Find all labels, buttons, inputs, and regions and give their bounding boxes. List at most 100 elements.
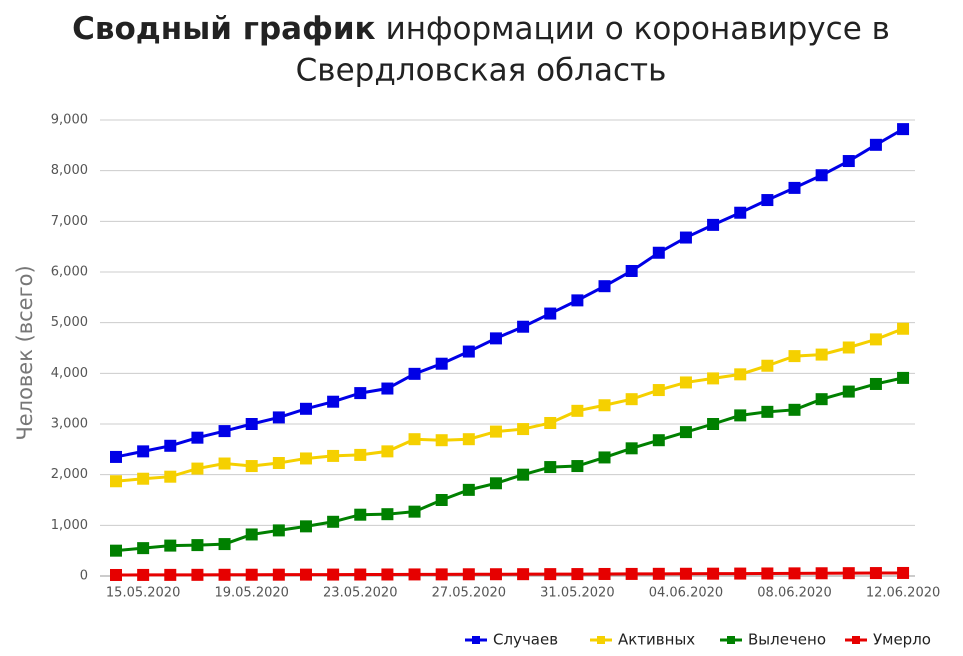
point [245, 460, 258, 473]
point [272, 457, 285, 470]
point [299, 402, 312, 415]
x-tick-label: 15.05.2020 [106, 586, 180, 601]
point [897, 123, 910, 136]
point [191, 462, 204, 475]
x-tick-label: 08.06.2020 [757, 586, 831, 601]
point [408, 505, 421, 518]
point [625, 442, 638, 455]
point [489, 568, 502, 581]
chart-title-line2: Свердловская область [296, 53, 667, 89]
point [462, 483, 475, 496]
point [571, 460, 584, 473]
point [408, 433, 421, 446]
point [761, 359, 774, 372]
x-tick-label: 31.05.2020 [540, 586, 614, 601]
point [137, 472, 150, 485]
point [299, 520, 312, 533]
title-bold: Сводный график [72, 11, 376, 47]
point [815, 169, 828, 182]
y-tick-label: 8,000 [51, 163, 88, 178]
point [272, 568, 285, 581]
point [218, 538, 231, 551]
point [842, 567, 855, 580]
point [761, 405, 774, 418]
point [354, 508, 367, 521]
point [652, 384, 665, 397]
point [652, 567, 665, 580]
point [517, 320, 530, 333]
point [761, 567, 774, 580]
title-text: информации о коронавирусе в [386, 11, 890, 47]
legend-label: Активных [618, 631, 695, 649]
point [489, 332, 502, 345]
y-tick-label: 4,000 [51, 366, 88, 381]
point [788, 567, 801, 580]
point [788, 403, 801, 416]
point [381, 382, 394, 395]
point [707, 567, 720, 580]
point [869, 138, 882, 151]
point [544, 307, 557, 320]
point [734, 368, 747, 381]
point [517, 423, 530, 436]
point [408, 367, 421, 380]
point [734, 567, 747, 580]
point [381, 568, 394, 581]
y-tick-label: 6,000 [51, 265, 88, 280]
point [679, 567, 692, 580]
point [137, 542, 150, 555]
point [354, 568, 367, 581]
point [761, 194, 774, 207]
y-tick-label: 9,000 [51, 113, 88, 128]
series-line [115, 327, 904, 483]
point [652, 434, 665, 447]
point [842, 341, 855, 354]
x-tick-label: 23.05.2020 [323, 586, 397, 601]
y-tick-label: 7,000 [51, 214, 88, 229]
series-line [115, 571, 904, 577]
point [734, 206, 747, 219]
x-tick-label: 04.06.2020 [649, 586, 723, 601]
point [571, 294, 584, 307]
point [435, 568, 448, 581]
point [462, 568, 475, 581]
legend-label: Вылечено [748, 631, 826, 649]
point [164, 568, 177, 581]
x-tick-label: 19.05.2020 [214, 586, 288, 601]
point [435, 357, 448, 370]
point [707, 218, 720, 231]
y-tick-label: 0 [80, 569, 88, 584]
point [571, 404, 584, 417]
y-tick-label: 5,000 [51, 315, 88, 330]
point [489, 477, 502, 490]
legend-label: Случаев [493, 631, 558, 649]
point [381, 508, 394, 521]
point [489, 425, 502, 438]
point [734, 409, 747, 422]
point [679, 231, 692, 244]
point [299, 452, 312, 465]
point [679, 376, 692, 389]
point [462, 433, 475, 446]
legend-marker [597, 636, 605, 644]
point [625, 393, 638, 406]
point [869, 567, 882, 580]
x-tick-label: 27.05.2020 [432, 586, 506, 601]
point [625, 567, 638, 580]
point [299, 568, 312, 581]
y-tick-label: 1,000 [51, 518, 88, 533]
point [788, 350, 801, 363]
point [137, 445, 150, 458]
point [462, 345, 475, 358]
point [327, 449, 340, 462]
legend-marker [472, 636, 480, 644]
point [245, 418, 258, 430]
point [408, 568, 421, 581]
point [815, 393, 828, 406]
point [191, 431, 204, 444]
point [354, 448, 367, 461]
legend-label: Умерло [873, 631, 931, 649]
point [110, 450, 122, 463]
x-tick-label: 12.06.2020 [866, 586, 940, 601]
